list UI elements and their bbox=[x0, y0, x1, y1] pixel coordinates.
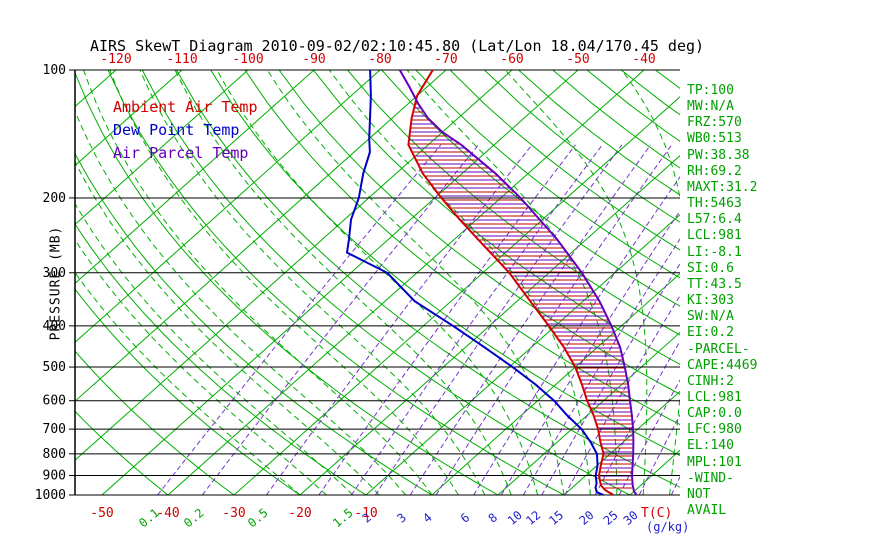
pressure-tick-label: 100 bbox=[43, 63, 66, 78]
stat-line: MW:N/A bbox=[687, 99, 734, 115]
stat-line: EL:140 bbox=[687, 438, 734, 454]
top-temp-label: -50 bbox=[566, 52, 589, 67]
pressure-tick-label: 500 bbox=[43, 360, 66, 375]
legend-item-2: Air Parcel Temp bbox=[113, 142, 258, 165]
bottom-temp-label: -50 bbox=[90, 506, 113, 521]
pressure-tick-label: 900 bbox=[43, 469, 66, 484]
top-temp-label: -100 bbox=[232, 52, 263, 67]
legend-label-dewpoint: Dew Point Temp bbox=[113, 121, 240, 139]
bottom-temp-label: -10 bbox=[354, 506, 377, 521]
pressure-tick-label: 800 bbox=[43, 447, 66, 462]
mixing-ratio-label: 0.2 bbox=[181, 506, 207, 531]
pressure-tick-label: 1000 bbox=[35, 488, 66, 503]
stat-line: CINH:2 bbox=[687, 373, 734, 389]
stat-line: LCL:981 bbox=[687, 228, 742, 244]
stats-panel: TP:100 MW:N/A FRZ:570 WB0:513 PW:38.38 RH:69.… bbox=[687, 83, 757, 519]
parcel-curve bbox=[398, 70, 638, 495]
pressure-axis-label: PRESSURE (MB) bbox=[48, 225, 64, 341]
top-temp-label: -70 bbox=[434, 52, 457, 67]
top-temp-label: -110 bbox=[166, 52, 197, 67]
bottom-temp-label: -40 bbox=[156, 506, 179, 521]
top-temp-label: -60 bbox=[500, 52, 523, 67]
pressure-tick-label: 700 bbox=[43, 422, 66, 437]
mixing-ratio-label: 4 bbox=[420, 510, 435, 525]
stat-line: NOT bbox=[687, 486, 711, 502]
stat-line: TT:43.5 bbox=[687, 276, 742, 292]
pressure-tick-label: 600 bbox=[43, 394, 66, 409]
mixing-ratio-label: 3 bbox=[394, 510, 409, 525]
top-axis-labels: -120 -110 -100 -90 -80 -70 -60 -50 -40 bbox=[100, 52, 655, 67]
pressure-tick-label: 400 bbox=[43, 319, 66, 334]
stat-line: -WIND- bbox=[687, 470, 734, 486]
moist-adiabats bbox=[75, 70, 680, 495]
stat-line: -PARCEL- bbox=[687, 341, 750, 357]
stat-line: MPL:101 bbox=[687, 454, 742, 470]
stat-line: RH:69.2 bbox=[687, 163, 742, 179]
stat-line: KI:303 bbox=[687, 293, 734, 309]
mixing-ratio-label: 10 bbox=[505, 508, 525, 528]
stat-line: TH:5463 bbox=[687, 196, 742, 212]
pressure-tick-label: 300 bbox=[43, 266, 66, 281]
stat-line: L57:6.4 bbox=[687, 212, 742, 228]
stat-line: SW:N/A bbox=[687, 309, 734, 325]
bottom-temp-label: -20 bbox=[288, 506, 311, 521]
cape-hatch bbox=[409, 103, 633, 489]
stat-line: PW:38.38 bbox=[687, 147, 750, 163]
legend-label-ambient: Ambient Air Temp bbox=[113, 98, 258, 116]
top-temp-label: -120 bbox=[100, 52, 131, 67]
legend-label-parcel: Air Parcel Temp bbox=[113, 144, 249, 162]
stat-line: MAXT:31.2 bbox=[687, 179, 758, 195]
bottom-temp-label: -30 bbox=[222, 506, 245, 521]
stat-line: AVAIL bbox=[687, 503, 727, 519]
stat-line: SI:0.6 bbox=[687, 260, 734, 276]
mixing-ratio-label: 0.5 bbox=[245, 506, 271, 531]
mixing-ratio-label: 1.5 bbox=[330, 506, 356, 531]
chart-title: AIRS SkewT Diagram 2010-09-02/02:10:45.8… bbox=[89, 37, 705, 55]
dewpoint-curve bbox=[345, 70, 604, 495]
legend-item-1: Dew Point Temp bbox=[113, 119, 258, 142]
stat-line: LI:-8.1 bbox=[687, 244, 742, 260]
top-temp-label: -80 bbox=[368, 52, 391, 67]
stat-line: LFC:980 bbox=[687, 422, 742, 438]
stat-line: WB0:513 bbox=[687, 131, 742, 147]
bottom-axis-labels: -50 -40 -30 -20 -10 T(C)0.1 0.2 0.5 1.5 2 3 4 6 8 1012… bbox=[90, 506, 689, 534]
stat-line: EI:0.2 bbox=[687, 325, 734, 341]
mixing-ratio-label: 15 bbox=[546, 508, 566, 528]
mixing-unit-label: (g/kg) bbox=[646, 520, 689, 534]
pressure-tick-label: 200 bbox=[43, 191, 66, 206]
mixing-ratio-label: 8 bbox=[486, 510, 501, 525]
stat-line: TP:100 bbox=[687, 83, 734, 98]
stat-line: CAP:0.0 bbox=[687, 406, 742, 422]
dry-adiabats bbox=[75, 70, 680, 495]
legend: Ambient Air Temp Dew Point Temp Air Parc… bbox=[113, 96, 258, 165]
top-temp-label: -40 bbox=[632, 52, 655, 67]
mixing-ratio-label: 6 bbox=[458, 510, 473, 525]
legend-item-0: Ambient Air Temp bbox=[113, 96, 258, 119]
ambient-temp-curve bbox=[407, 70, 615, 495]
stat-line: FRZ:570 bbox=[687, 115, 742, 131]
mixing-ratio-label: 25 bbox=[601, 508, 621, 528]
mixing-ratio-lines bbox=[157, 144, 680, 495]
temp-unit-label: T(C) bbox=[641, 506, 672, 521]
stat-line: CAPE:4469 bbox=[687, 357, 758, 373]
mixing-ratio-label: 12 bbox=[523, 508, 543, 528]
pressure-gridlines: 100 200 300 400 500 600 700 800 900 1000 bbox=[35, 63, 680, 503]
mixing-ratio-label: 20 bbox=[577, 508, 597, 528]
stat-line: LCL:981 bbox=[687, 389, 742, 405]
top-temp-label: -90 bbox=[302, 52, 325, 67]
mixing-ratio-label: 30 bbox=[621, 508, 641, 528]
